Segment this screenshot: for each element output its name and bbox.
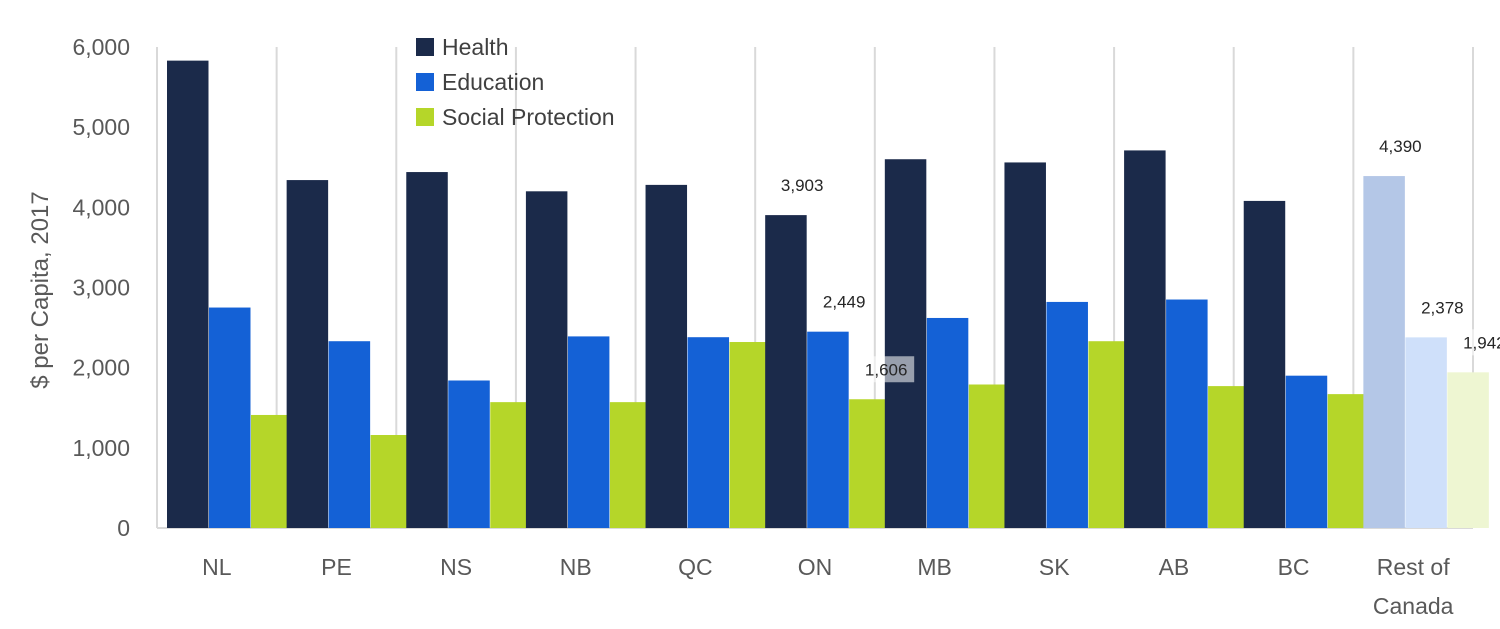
- data-label-background: [1456, 329, 1500, 356]
- bar-social-protection-sk: [1088, 341, 1130, 528]
- category-label: PE: [321, 554, 352, 580]
- bar-health-mb: [884, 159, 927, 528]
- category-labels: NL PE NS NB QC ON MB SK AB BC Rest of Canada: [202, 554, 1454, 619]
- bar-health-bc: [1243, 200, 1286, 529]
- category-label: QC: [678, 554, 713, 580]
- bar-education-sk: [1046, 301, 1088, 528]
- bar-social-protection-mb: [968, 384, 1011, 528]
- bars: [167, 60, 1489, 529]
- data-label: 2,449: [823, 293, 866, 312]
- data-label-background: [816, 288, 873, 315]
- data-label: 2,378: [1421, 298, 1464, 317]
- bar-health-ab: [1124, 150, 1166, 529]
- bar-education-rest-of-canada: [1405, 337, 1447, 528]
- bar-education-pe: [328, 341, 371, 528]
- bar-social-protection-qc: [729, 342, 772, 528]
- legend-swatch: [416, 73, 434, 91]
- bar-health-qc: [645, 184, 688, 529]
- bar-education-ns: [448, 380, 490, 528]
- data-label-background: [774, 172, 831, 199]
- bar-health-rest-of-canada: [1363, 176, 1405, 528]
- legend-label: Education: [442, 69, 544, 95]
- data-label-background: [858, 356, 915, 383]
- y-axis-label: $ per Capita, 2017: [27, 191, 54, 388]
- data-label: 3,903: [781, 176, 824, 195]
- data-label-background: [1414, 294, 1471, 321]
- data-label: 1,942: [1463, 333, 1500, 352]
- legend-swatch: [416, 38, 434, 56]
- legend-swatch: [416, 108, 434, 126]
- category-label: BC: [1278, 554, 1310, 580]
- y-tick-label: 2,000: [72, 355, 130, 381]
- y-tick-label: 3,000: [72, 275, 130, 301]
- category-label: MB: [917, 554, 952, 580]
- bar-social-protection-rest-of-canada: [1447, 372, 1489, 528]
- category-label: NL: [202, 554, 232, 580]
- category-label: Rest of: [1377, 554, 1450, 580]
- data-label: 1,606: [865, 360, 908, 379]
- bar-health-pe: [286, 180, 329, 528]
- bar-health-nl: [167, 60, 209, 529]
- bar-education-bc: [1285, 375, 1328, 528]
- y-tick-label: 4,000: [72, 194, 130, 220]
- category-label: Canada: [1373, 593, 1454, 619]
- bar-health-on: [765, 215, 807, 528]
- bar-health-sk: [1004, 162, 1046, 528]
- category-label: NS: [440, 554, 472, 580]
- category-label: AB: [1159, 554, 1190, 580]
- bar-education-nb: [567, 336, 610, 528]
- y-tick-labels: 0 1,000 2,000 3,000 4,000 5,000 6,000: [72, 34, 130, 541]
- category-label: SK: [1039, 554, 1070, 580]
- bar-social-protection-ab: [1208, 386, 1250, 528]
- bar-health-ns: [406, 172, 448, 528]
- bar-social-protection-pe: [370, 435, 413, 528]
- bar-education-nl: [209, 307, 251, 528]
- bar-education-qc: [687, 337, 730, 528]
- legend-label: Social Protection: [442, 104, 615, 130]
- data-label-background: [1372, 133, 1429, 160]
- legend: Health Education Social Protection: [416, 34, 615, 130]
- data-labels: 3,903 2,449 1,606 4,390 2,378 1,942: [774, 133, 1500, 383]
- y-tick-label: 6,000: [72, 34, 130, 60]
- bar-social-protection-nl: [251, 414, 293, 528]
- legend-label: Health: [442, 34, 508, 60]
- bar-social-protection-ns: [490, 402, 532, 528]
- bar-education-on: [807, 331, 849, 528]
- category-label: ON: [798, 554, 833, 580]
- y-tick-label: 0: [117, 515, 130, 541]
- bar-health-nb: [525, 191, 568, 529]
- y-tick-label: 5,000: [72, 114, 130, 140]
- data-label: 4,390: [1379, 137, 1422, 156]
- category-label: NB: [560, 554, 592, 580]
- bar-education-mb: [926, 317, 969, 528]
- bar-education-ab: [1166, 299, 1208, 528]
- bar-social-protection-on: [849, 399, 891, 528]
- bar-social-protection-bc: [1327, 394, 1370, 528]
- y-tick-label: 1,000: [72, 435, 130, 461]
- bar-social-protection-nb: [609, 402, 652, 528]
